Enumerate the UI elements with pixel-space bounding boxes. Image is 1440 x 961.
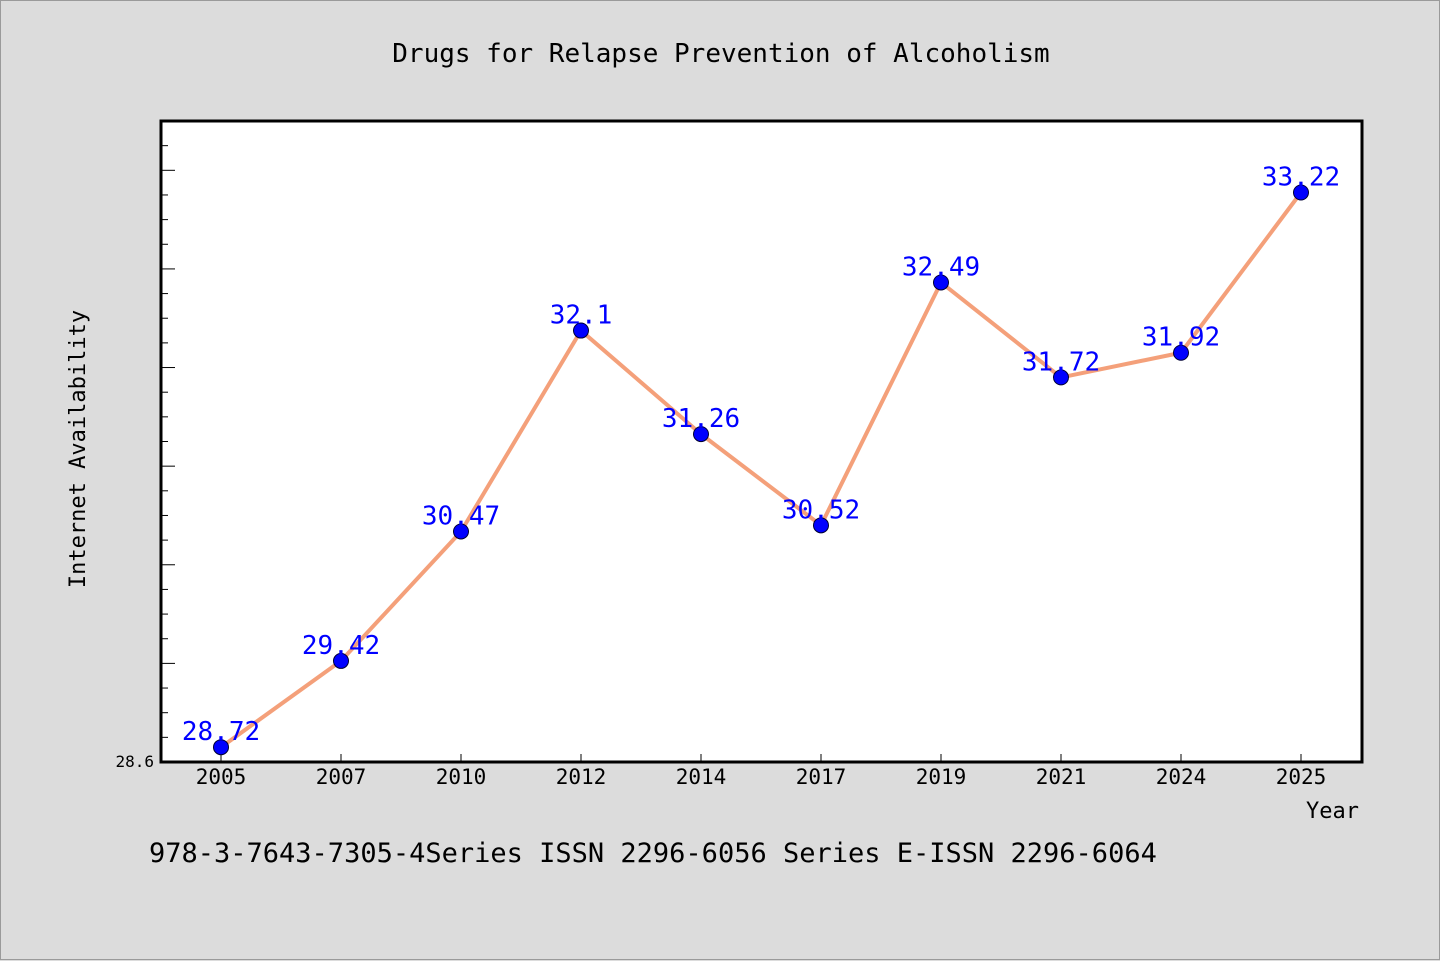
data-point	[333, 652, 349, 669]
data-point	[933, 274, 949, 291]
data-label: 30.47	[422, 501, 500, 531]
x-tick-label: 2010	[436, 765, 487, 789]
y-axis-title: Internet Availability	[66, 310, 91, 588]
data-label: 30.52	[782, 495, 860, 525]
x-tick-label: 2017	[796, 765, 847, 789]
data-label: 29.42	[302, 631, 380, 661]
data-label: 32.1	[550, 301, 613, 331]
data-label: 31.92	[1142, 323, 1220, 353]
plot-area	[159, 119, 1364, 764]
data-label: 28.72	[182, 717, 260, 747]
data-point	[1053, 369, 1069, 386]
y-axis-ticks	[161, 145, 175, 763]
data-label: 31.26	[662, 404, 740, 434]
data-point	[573, 322, 589, 339]
data-label: 33.22	[1262, 162, 1340, 192]
data-point	[213, 739, 229, 756]
x-tick-label: 2025	[1276, 765, 1327, 789]
x-axis-title: Year	[1306, 799, 1359, 824]
x-tick-label: 2005	[196, 765, 247, 789]
data-point	[1173, 344, 1189, 361]
data-point	[693, 426, 709, 443]
chart-title: Drugs for Relapse Prevention of Alcoholi…	[392, 39, 1049, 69]
x-tick-label: 2007	[316, 765, 367, 789]
series-layer: 28.72 29.42 30.47 32.1 31.26 30.52 32.49 31.72 3…	[182, 162, 1340, 756]
data-label: 32.49	[902, 252, 980, 282]
data-point	[813, 517, 829, 534]
footer-text: 978-3-7643-7305-4Series ISSN 2296-6056 S…	[149, 838, 1157, 869]
data-point	[1293, 184, 1309, 201]
x-tick-label: 2014	[676, 765, 727, 789]
x-tick-label: 2012	[556, 765, 607, 789]
x-tick-label: 2019	[916, 765, 967, 789]
y-axis-min-label: 28.6	[115, 752, 154, 771]
x-tick-label: 2021	[1036, 765, 1087, 789]
x-axis-ticks: 2005 2007 2010 2012 2014 2017 2019 2021 2024 2025	[196, 754, 1327, 789]
data-label: 31.72	[1022, 347, 1100, 377]
x-tick-label: 2024	[1156, 765, 1207, 789]
data-point	[453, 523, 469, 540]
series-line	[219, 190, 1303, 750]
